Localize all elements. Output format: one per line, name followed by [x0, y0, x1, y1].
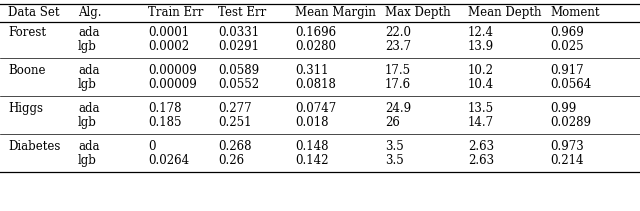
Text: Mean Depth: Mean Depth	[468, 6, 541, 19]
Text: Mean Margin: Mean Margin	[295, 6, 376, 19]
Text: ada: ada	[78, 64, 99, 77]
Text: 24.9: 24.9	[385, 102, 411, 115]
Text: 0.178: 0.178	[148, 102, 182, 115]
Text: Forest: Forest	[8, 26, 46, 39]
Text: 0.0589: 0.0589	[218, 64, 259, 77]
Text: 12.4: 12.4	[468, 26, 494, 39]
Text: 0.018: 0.018	[295, 116, 328, 129]
Text: lgb: lgb	[78, 154, 97, 167]
Text: 3.5: 3.5	[385, 154, 404, 167]
Text: 0.268: 0.268	[218, 140, 252, 153]
Text: 0.99: 0.99	[550, 102, 576, 115]
Text: 0.311: 0.311	[295, 64, 328, 77]
Text: 2.63: 2.63	[468, 154, 494, 167]
Text: 0.973: 0.973	[550, 140, 584, 153]
Text: Data Set: Data Set	[8, 6, 60, 19]
Text: 0.025: 0.025	[550, 40, 584, 53]
Text: 17.6: 17.6	[385, 78, 411, 91]
Text: 0.0280: 0.0280	[295, 40, 336, 53]
Text: 13.9: 13.9	[468, 40, 494, 53]
Text: 2.63: 2.63	[468, 140, 494, 153]
Text: 0.0552: 0.0552	[218, 78, 259, 91]
Text: 26: 26	[385, 116, 400, 129]
Text: 0.0818: 0.0818	[295, 78, 336, 91]
Text: 23.7: 23.7	[385, 40, 411, 53]
Text: 10.4: 10.4	[468, 78, 494, 91]
Text: ada: ada	[78, 140, 99, 153]
Text: Alg.: Alg.	[78, 6, 102, 19]
Text: 0.0264: 0.0264	[148, 154, 189, 167]
Text: 17.5: 17.5	[385, 64, 411, 77]
Text: ada: ada	[78, 26, 99, 39]
Text: 14.7: 14.7	[468, 116, 494, 129]
Text: lgb: lgb	[78, 78, 97, 91]
Text: 0.185: 0.185	[148, 116, 182, 129]
Text: 0.0331: 0.0331	[218, 26, 259, 39]
Text: 0.26: 0.26	[218, 154, 244, 167]
Text: 0.0291: 0.0291	[218, 40, 259, 53]
Text: 13.5: 13.5	[468, 102, 494, 115]
Text: 0.1696: 0.1696	[295, 26, 336, 39]
Text: Test Err: Test Err	[218, 6, 266, 19]
Text: 0.142: 0.142	[295, 154, 328, 167]
Text: 0.0747: 0.0747	[295, 102, 336, 115]
Text: 0.0564: 0.0564	[550, 78, 591, 91]
Text: lgb: lgb	[78, 40, 97, 53]
Text: 0.277: 0.277	[218, 102, 252, 115]
Text: 3.5: 3.5	[385, 140, 404, 153]
Text: 22.0: 22.0	[385, 26, 411, 39]
Text: Moment: Moment	[550, 6, 600, 19]
Text: 0.0002: 0.0002	[148, 40, 189, 53]
Text: 0.251: 0.251	[218, 116, 252, 129]
Text: ada: ada	[78, 102, 99, 115]
Text: 0.148: 0.148	[295, 140, 328, 153]
Text: 0.917: 0.917	[550, 64, 584, 77]
Text: Higgs: Higgs	[8, 102, 43, 115]
Text: 0.0001: 0.0001	[148, 26, 189, 39]
Text: 10.2: 10.2	[468, 64, 494, 77]
Text: 0.00009: 0.00009	[148, 78, 196, 91]
Text: 0.00009: 0.00009	[148, 64, 196, 77]
Text: 0.214: 0.214	[550, 154, 584, 167]
Text: 0.0289: 0.0289	[550, 116, 591, 129]
Text: Train Err: Train Err	[148, 6, 204, 19]
Text: lgb: lgb	[78, 116, 97, 129]
Text: Boone: Boone	[8, 64, 45, 77]
Text: Max Depth: Max Depth	[385, 6, 451, 19]
Text: Diabetes: Diabetes	[8, 140, 60, 153]
Text: 0.969: 0.969	[550, 26, 584, 39]
Text: 0: 0	[148, 140, 156, 153]
